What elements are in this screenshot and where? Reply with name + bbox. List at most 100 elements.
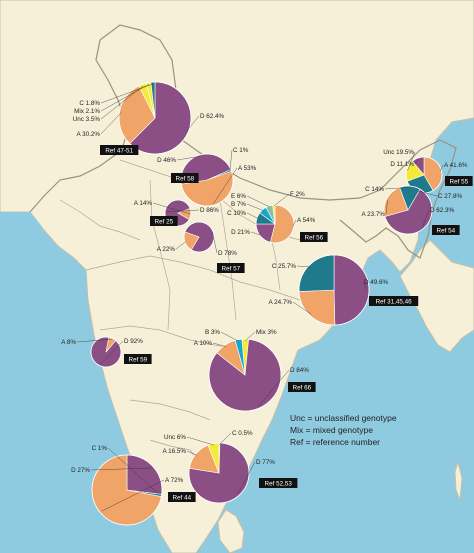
pie-kerala-outline <box>91 454 163 526</box>
ref-box-mumbai <box>124 354 152 364</box>
leader-delhi-d <box>176 156 201 161</box>
ref-badge-mumbai: Ref 59 <box>124 354 152 364</box>
label-kashmir-a: A 30.2% <box>77 131 101 138</box>
leader-kolkata-a <box>292 301 312 315</box>
ref-badge-delhi: Ref 58 <box>171 173 199 183</box>
leader-mumbai-d <box>99 340 124 366</box>
label-kerala-a: A 72% <box>165 477 184 484</box>
pie-labels: D 62.4% A 30.2% Unc 3.5%Mix 2.1%C 1.8% A 53… <box>61 83 468 512</box>
leader-kolkata-d <box>362 281 368 290</box>
label-delhi-d: D 46% <box>157 157 176 164</box>
pie-kolkata-outline <box>298 254 370 326</box>
leader-assam-d <box>421 209 430 229</box>
leader-tn-d <box>237 461 256 496</box>
ref-text-kolkata: Ref 31,45,46 <box>376 298 413 305</box>
label-kolkata-a: A 24.7% <box>269 299 293 306</box>
ref-text-tn: Ref 52,53 <box>265 480 293 487</box>
leader-assam-a <box>385 199 388 215</box>
leader-tn-c <box>219 432 232 445</box>
label-kashmir-d: D 62.4% <box>200 113 225 120</box>
leader-delhi-a <box>213 167 238 205</box>
gulf-of-kutch <box>0 212 40 232</box>
leader-ap-mix <box>245 331 256 341</box>
ref-text-mumbai: Ref 59 <box>129 356 148 363</box>
label-delhi-a: A 53% <box>238 165 257 172</box>
leader-agra-d <box>165 209 200 213</box>
ref-text-up: Ref 56 <box>305 234 324 241</box>
leader-ne-d <box>414 158 419 165</box>
ref-badge-kashmir: Ref 47-51 <box>100 145 139 155</box>
leader-tn-unc <box>186 436 214 446</box>
legend-unc: Unc = unclassified genotype <box>290 413 397 423</box>
leader-kashmir-a <box>100 112 122 135</box>
ref-text-delhi: Ref 58 <box>176 175 195 182</box>
label-agra-d: D 86% <box>200 207 219 214</box>
ref-badge-mp: Ref 57 <box>217 263 245 273</box>
ref-box-up <box>300 232 328 242</box>
ref-text-kerala: Ref 44 <box>173 494 192 501</box>
ref-badge-ap: Ref 66 <box>288 382 316 392</box>
label-up-e: E 6% <box>231 193 246 200</box>
ref-text-ne: Ref 55 <box>450 178 469 185</box>
leader-ne-unc <box>407 151 416 171</box>
pie-charts <box>90 81 443 526</box>
leader-kerala-d <box>90 467 152 471</box>
leader-up-e <box>246 195 270 207</box>
andaman-islands <box>454 460 463 501</box>
ref-text-mp: Ref 57 <box>222 265 241 272</box>
label-mp-a: A 22% <box>157 246 176 253</box>
label-up-b: B 7% <box>231 201 246 208</box>
leader-tn-a <box>186 450 197 456</box>
pie-mumbai-outline <box>90 336 122 368</box>
label-ne-d: D 11.1% <box>390 161 414 168</box>
label-mp-d: D 78% <box>218 250 237 257</box>
leader-kashmir-c <box>100 83 154 104</box>
leader-up-a <box>292 219 297 227</box>
leader-agra-a <box>152 202 191 215</box>
ref-text-assam: Ref 54 <box>437 227 456 234</box>
ref-box-tn <box>259 478 298 488</box>
pie-agra-outline <box>164 199 192 227</box>
label-ap-d: D 84% <box>290 367 309 374</box>
label-up-d: D 21% <box>231 229 250 236</box>
leader-ap-b <box>220 331 239 342</box>
leader-ne-c <box>418 190 438 197</box>
ref-badge-assam: Ref 54 <box>432 225 460 235</box>
ref-box-delhi <box>171 173 199 183</box>
leader-assam-c <box>384 187 410 190</box>
label-ne-c: C 27.8% <box>438 193 463 200</box>
leader-mp-d <box>212 232 218 254</box>
leader-kerala-a <box>101 479 165 512</box>
label-kolkata-c: C 25.7% <box>272 263 297 270</box>
sri-lanka <box>217 509 245 553</box>
label-ap-a: A 10% <box>194 340 213 347</box>
leader-mumbai-a <box>76 338 113 343</box>
label-assam-c: C 14% <box>365 186 384 193</box>
ref-box-ne <box>445 176 473 186</box>
ref-box-kolkata <box>369 296 419 306</box>
reference-badges: Ref 47-51 Ref 58 Ref 25 Ref 57 Ref 56 Ref 55 R… <box>100 145 473 502</box>
ref-box-kashmir <box>100 145 139 155</box>
ref-badge-ne: Ref 55 <box>445 176 473 186</box>
label-kerala-c: C 1% <box>92 445 108 452</box>
label-tn-c: C 0.5% <box>232 430 253 437</box>
pie-assam-outline <box>383 185 433 235</box>
label-mumbai-a: A 8% <box>61 339 76 346</box>
myanmar-coast <box>399 239 474 353</box>
leader-kashmir-mix <box>100 84 149 112</box>
label-assam-a: A 23.7% <box>362 211 386 218</box>
pie-ap-outline <box>208 338 282 412</box>
ref-badge-up: Ref 56 <box>300 232 328 242</box>
pie-mp-outline <box>183 221 215 253</box>
label-kashmir-c: C 1.8% <box>79 100 100 107</box>
label-tn-d: D 77% <box>256 459 275 466</box>
label-kerala-d: D 27% <box>71 467 90 474</box>
leader-kolkata-c <box>296 265 311 268</box>
label-ne-unc: Unc 19.5% <box>383 149 414 156</box>
leader-mp-a <box>175 241 186 250</box>
leader-kerala-c <box>107 447 160 496</box>
leader-kashmir-d <box>186 115 200 132</box>
ref-text-ap: Ref 66 <box>293 384 312 391</box>
ref-box-ap <box>288 382 316 392</box>
